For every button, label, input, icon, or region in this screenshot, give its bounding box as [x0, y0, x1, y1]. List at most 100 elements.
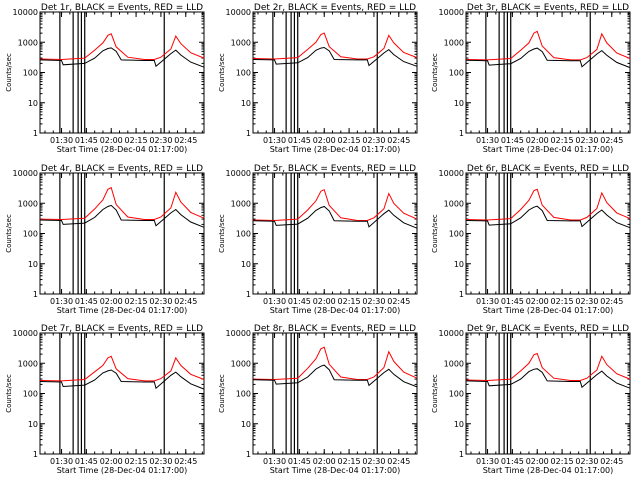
- series-lld-line: [252, 346, 418, 381]
- x-tick-label: 01:30: [263, 136, 286, 145]
- x-tick-label: 02:45: [387, 136, 410, 145]
- x-tick-label: 01:30: [476, 136, 499, 145]
- y-tick-label: 10: [241, 260, 251, 269]
- panel-6: Det 6r, BLACK = Events, RED = LLD 1 10 100 1…: [431, 164, 631, 315]
- chart-title: Det 1r, BLACK = Events, RED = LLD: [41, 3, 203, 13]
- series-events-line: [465, 368, 631, 389]
- x-tick-label: 02:45: [174, 136, 197, 145]
- chart-title: Det 6r, BLACK = Events, RED = LLD: [467, 164, 629, 174]
- y-tick-label: 10: [28, 99, 38, 108]
- y-tick-label: 1: [246, 290, 251, 299]
- plot-frame: [252, 172, 418, 295]
- x-tick-label: 01:45: [288, 136, 311, 145]
- x-tick-label: 02:30: [575, 457, 598, 466]
- series-lld-line: [465, 188, 631, 221]
- x-axis-label: Start Time (28-Dec-04 01:17:00): [57, 145, 188, 154]
- x-tick-label: 02:45: [387, 297, 410, 306]
- y-axis-label: Counts/sec: [5, 214, 13, 253]
- plot-frame: [465, 172, 631, 295]
- y-tick-label: 10000: [226, 8, 251, 17]
- x-tick-label: 02:15: [125, 297, 148, 306]
- series-events-line: [465, 47, 631, 69]
- y-axis-label: Counts/sec: [5, 53, 13, 92]
- y-tick-label: 10000: [13, 169, 38, 178]
- y-tick-label: 1000: [444, 38, 464, 47]
- series-events-line: [39, 47, 205, 68]
- x-tick-label: 02:00: [100, 297, 123, 306]
- x-tick-label: 02:30: [149, 297, 172, 306]
- chart-title: Det 7r, BLACK = Events, RED = LLD: [41, 324, 203, 334]
- series-lld-line: [39, 355, 205, 382]
- x-tick-label: 01:45: [288, 457, 311, 466]
- plot-frame: [252, 11, 418, 134]
- x-tick-label: 02:45: [600, 136, 623, 145]
- panel-8: Det 8r, BLACK = Events, RED = LLD 1 10 100 1…: [218, 324, 418, 475]
- y-tick-label: 1000: [444, 199, 464, 208]
- y-tick-label: 10000: [226, 329, 251, 338]
- x-tick-label: 02:45: [600, 457, 623, 466]
- series-lld-line: [252, 32, 418, 60]
- x-tick-label: 02:15: [551, 457, 574, 466]
- x-tick-label: 02:15: [125, 136, 148, 145]
- y-tick-label: 100: [449, 230, 464, 239]
- x-tick-label: 01:45: [75, 297, 98, 306]
- plot-frame: [39, 332, 205, 455]
- y-axis-label: Counts/sec: [431, 214, 439, 253]
- y-tick-label: 10: [454, 420, 464, 429]
- y-tick-label: 1000: [18, 38, 38, 47]
- y-tick-label: 1000: [18, 199, 38, 208]
- y-tick-label: 10000: [13, 329, 38, 338]
- y-tick-label: 1: [33, 129, 38, 138]
- x-tick-label: 01:45: [501, 136, 524, 145]
- y-tick-label: 1000: [231, 38, 251, 47]
- y-axis-label: Counts/sec: [218, 53, 226, 92]
- y-tick-label: 10000: [439, 329, 464, 338]
- y-tick-label: 1: [459, 129, 464, 138]
- y-tick-label: 1: [246, 450, 251, 459]
- x-tick-label: 02:45: [600, 297, 623, 306]
- y-tick-label: 10000: [226, 169, 251, 178]
- x-tick-label: 01:30: [50, 457, 73, 466]
- x-tick-label: 01:45: [501, 457, 524, 466]
- y-axis-label: Counts/sec: [5, 374, 13, 413]
- y-tick-label: 100: [449, 69, 464, 78]
- y-tick-label: 10: [28, 420, 38, 429]
- x-tick-label: 02:15: [125, 457, 148, 466]
- x-tick-label: 02:30: [149, 457, 172, 466]
- x-tick-label: 02:00: [313, 457, 336, 466]
- x-tick-label: 02:30: [362, 457, 385, 466]
- x-tick-label: 02:45: [174, 457, 197, 466]
- series-lld-line: [39, 33, 205, 61]
- chart-title: Det 4r, BLACK = Events, RED = LLD: [41, 164, 203, 174]
- y-axis-label: Counts/sec: [431, 374, 439, 413]
- y-tick-label: 10000: [439, 169, 464, 178]
- y-tick-label: 10: [241, 99, 251, 108]
- x-tick-label: 01:30: [476, 297, 499, 306]
- y-tick-label: 10: [241, 420, 251, 429]
- x-axis-label: Start Time (28-Dec-04 01:17:00): [483, 306, 614, 315]
- x-tick-label: 02:30: [575, 297, 598, 306]
- y-tick-label: 1: [246, 129, 251, 138]
- y-tick-label: 1: [459, 290, 464, 299]
- x-tick-label: 02:00: [100, 136, 123, 145]
- series-events-line: [465, 205, 631, 229]
- x-tick-label: 02:15: [551, 136, 574, 145]
- y-tick-label: 100: [236, 230, 251, 239]
- x-tick-label: 02:15: [338, 136, 361, 145]
- y-tick-label: 10: [28, 260, 38, 269]
- y-tick-label: 100: [236, 390, 251, 399]
- y-axis-label: Counts/sec: [218, 214, 226, 253]
- y-tick-label: 10000: [439, 8, 464, 17]
- plot-frame: [39, 11, 205, 134]
- y-tick-label: 100: [23, 69, 38, 78]
- y-tick-label: 10: [454, 260, 464, 269]
- panel-9: Det 9r, BLACK = Events, RED = LLD 1 10 100 1…: [431, 324, 631, 475]
- chart-title: Det 5r, BLACK = Events, RED = LLD: [254, 164, 416, 174]
- x-tick-label: 02:30: [362, 297, 385, 306]
- chart-title: Det 3r, BLACK = Events, RED = LLD: [467, 3, 629, 13]
- panel-4: Det 4r, BLACK = Events, RED = LLD 1 10 100 1…: [5, 164, 205, 315]
- x-tick-label: 02:15: [551, 297, 574, 306]
- y-axis-label: Counts/sec: [218, 374, 226, 413]
- plot-frame: [465, 332, 631, 455]
- series-lld-line: [465, 352, 631, 382]
